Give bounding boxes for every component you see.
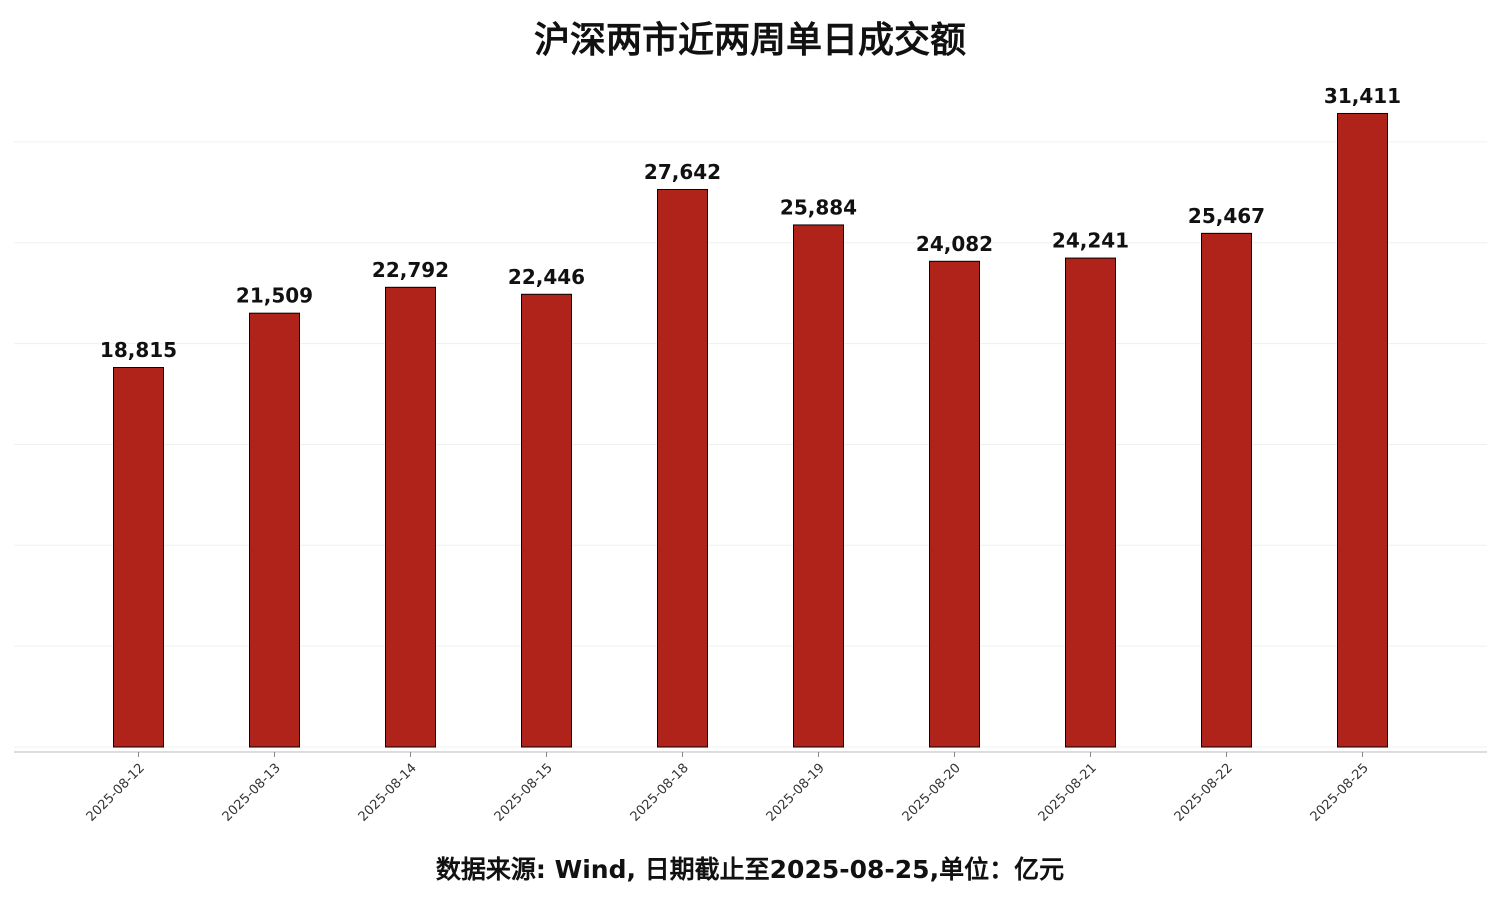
value-label: 21,509 — [236, 284, 313, 308]
value-label: 25,467 — [1188, 204, 1265, 228]
bar — [1337, 112, 1388, 748]
x-tick-label: 2025-08-25 — [1308, 761, 1372, 825]
x-tick-label: 2025-08-14 — [356, 761, 420, 825]
value-label: 24,082 — [916, 232, 993, 256]
x-tick-label: 2025-08-13 — [220, 761, 284, 825]
value-label: 22,792 — [372, 258, 449, 282]
bar — [793, 224, 844, 748]
x-tick-label: 2025-08-15 — [492, 761, 556, 825]
x-tick-label: 2025-08-22 — [1172, 761, 1236, 825]
value-label: 25,884 — [780, 195, 857, 219]
chart-title: 沪深两市近两周单日成交额 — [534, 19, 966, 61]
x-tick-label: 2025-08-12 — [84, 761, 148, 825]
value-label: 27,642 — [644, 160, 721, 184]
bar — [1201, 232, 1252, 748]
x-tick-label: 2025-08-18 — [628, 761, 692, 825]
value-label: 18,815 — [100, 338, 177, 362]
x-tick-label: 2025-08-19 — [764, 761, 828, 825]
bar — [657, 188, 708, 748]
source-note: 数据来源: Wind, 日期截止至2025-08-25,单位：亿元 — [436, 855, 1064, 884]
bar — [929, 260, 980, 748]
bar — [1065, 257, 1116, 748]
bar — [385, 286, 436, 748]
bar — [113, 367, 164, 748]
value-label: 31,411 — [1324, 84, 1401, 108]
bar — [521, 293, 572, 748]
bar — [249, 312, 300, 748]
x-tick-label: 2025-08-21 — [1036, 761, 1100, 825]
value-label: 22,446 — [508, 265, 585, 289]
x-tick-label: 2025-08-20 — [900, 761, 964, 825]
value-label: 24,241 — [1052, 229, 1129, 253]
